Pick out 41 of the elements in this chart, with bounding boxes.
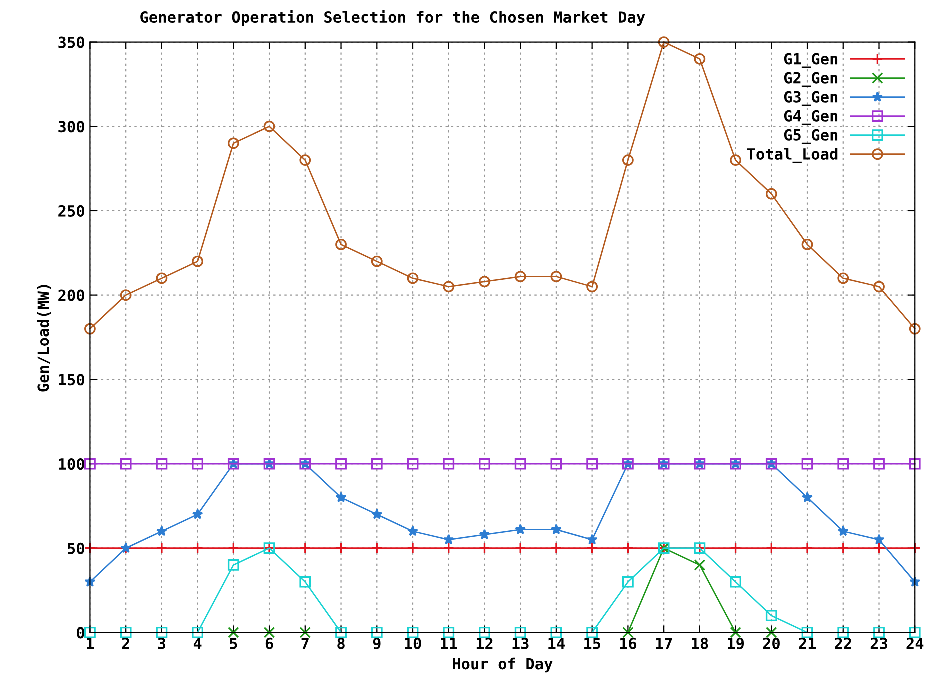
x-tick-label: 14 xyxy=(548,638,565,650)
legend-label: G1_Gen xyxy=(784,53,838,68)
legend-label: G2_Gen xyxy=(784,72,838,88)
x-tick-label: 18 xyxy=(692,638,708,650)
y-tick-label: 200 xyxy=(58,290,84,302)
x-tick-label: 4 xyxy=(194,638,202,650)
legend-label: Total_Load xyxy=(747,148,838,164)
x-tick-label: 22 xyxy=(835,638,852,650)
x-tick-label: 1 xyxy=(87,638,94,650)
legend-label: G5_Gen xyxy=(784,129,838,144)
x-tick-label: 5 xyxy=(230,638,238,650)
x-tick-label: 8 xyxy=(338,638,345,650)
x-tick-label: 10 xyxy=(405,638,422,650)
y-tick-label: 150 xyxy=(59,374,84,386)
y-tick-label: 50 xyxy=(68,542,84,554)
x-tick-label: 6 xyxy=(266,638,274,650)
y-tick-label: 250 xyxy=(58,205,84,217)
x-tick-label: 17 xyxy=(656,638,672,650)
x-tick-label: 20 xyxy=(763,638,780,650)
y-tick-label: 100 xyxy=(59,458,84,470)
legend-label: G4_Gen xyxy=(784,110,838,126)
x-tick-label: 19 xyxy=(728,638,744,650)
legend-label: G3_Gen xyxy=(784,91,838,106)
x-tick-label: 3 xyxy=(158,638,166,650)
x-tick-label: 15 xyxy=(584,638,600,650)
x-tick-label: 21 xyxy=(799,638,816,650)
y-tick-label: 0 xyxy=(77,627,84,639)
x-tick-label: 24 xyxy=(906,638,924,650)
x-tick-label: 16 xyxy=(620,638,637,650)
y-axis-title: Gen/Load(MW) xyxy=(37,285,52,392)
y-tick-label: 350 xyxy=(58,36,84,48)
x-tick-label: 7 xyxy=(302,638,309,650)
y-tick-label: 300 xyxy=(58,121,84,133)
x-tick-label: 9 xyxy=(373,638,381,650)
x-tick-label: 11 xyxy=(441,638,458,650)
chart-title: Generator Operation Selection for the Chosen Market Day xyxy=(140,10,646,26)
x-tick-label: 12 xyxy=(476,638,493,650)
x-tick-label: 23 xyxy=(870,638,888,650)
x-tick-label: 2 xyxy=(122,638,130,650)
x-tick-label: 13 xyxy=(512,638,529,650)
x-axis-title: Hour of Day xyxy=(453,658,553,673)
